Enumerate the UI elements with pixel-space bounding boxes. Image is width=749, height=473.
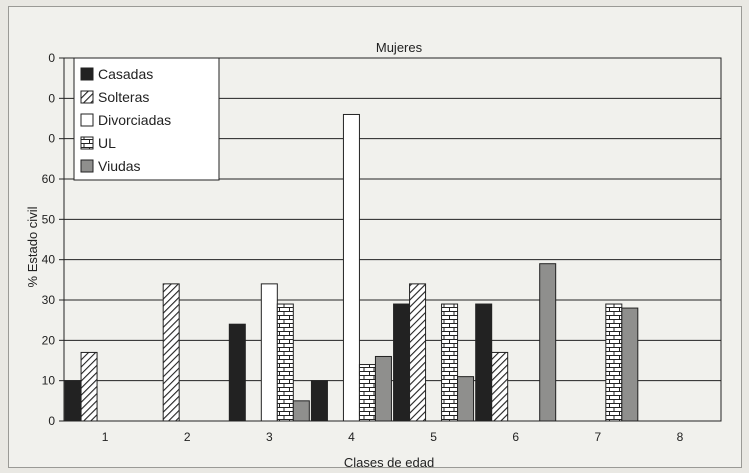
- bar-ul-4: [358, 364, 376, 422]
- y-tick-label: 20: [42, 333, 56, 347]
- y-axis-title: % Estado civil: [25, 206, 40, 287]
- legend-swatch: [80, 90, 94, 104]
- legend-label: Casadas: [98, 66, 153, 82]
- bar-solteras-5: [409, 283, 427, 422]
- bar-casadas-4: [310, 380, 328, 422]
- bar-solteras-1: [80, 351, 98, 422]
- x-tick-label: 6: [512, 430, 519, 444]
- y-tick-label: 0: [48, 51, 55, 65]
- bar-divorciadas-3: [260, 283, 278, 422]
- chart-svg: Mujeres 0 10 20 30 40 50 60 0 0 0 1 2 3 4 5 6 7 8 Clases…: [25, 40, 722, 469]
- bar-casadas-3: [228, 323, 246, 422]
- y-tick-label: 10: [42, 374, 56, 388]
- y-tick-label: 30: [42, 293, 56, 307]
- x-tick-label: 3: [266, 430, 273, 444]
- legend-label: Viudas: [98, 158, 141, 174]
- y-tick-label: 0: [48, 414, 55, 428]
- x-axis-title: Clases de edad: [344, 455, 434, 469]
- bar-ul-5: [441, 303, 459, 422]
- x-tick-label: 8: [677, 430, 684, 444]
- bar-ul-3: [276, 303, 294, 422]
- legend-box: [73, 57, 220, 181]
- x-tick-label: 4: [348, 430, 355, 444]
- y-tick-label: 50: [42, 212, 56, 226]
- x-axis-ticks: 1 2 3 4 5 6 7 8: [102, 430, 684, 444]
- bar-ul-7: [605, 303, 623, 422]
- y-tick-label: 40: [42, 253, 56, 267]
- bar-viudas-5: [457, 376, 475, 422]
- y-tick-label: 0: [48, 132, 55, 146]
- x-tick-label: 1: [102, 430, 109, 444]
- legend-swatch: [80, 136, 94, 150]
- legend-swatch: [80, 159, 94, 173]
- legend-label: Divorciadas: [98, 112, 171, 128]
- legend-swatch: [80, 113, 94, 127]
- bar-viudas-7: [621, 307, 639, 422]
- y-tick-label: 0: [48, 91, 55, 105]
- bar-viudas-6: [539, 263, 557, 422]
- x-tick-label: 5: [430, 430, 437, 444]
- bar-viudas-4: [374, 355, 392, 422]
- bar-casadas-6: [475, 303, 493, 422]
- plot-area: [63, 57, 722, 422]
- bar-solteras-2: [162, 283, 180, 422]
- bar-viudas-3: [292, 400, 310, 422]
- y-tick-label: 60: [42, 172, 56, 186]
- bar-casadas-5: [393, 303, 411, 422]
- legend-label: Solteras: [98, 89, 149, 105]
- x-tick-label: 2: [184, 430, 191, 444]
- bar-casadas-1: [64, 380, 82, 422]
- legend: Casadas Solteras Divorciadas UL Viudas: [73, 57, 220, 181]
- legend-swatch: [80, 67, 94, 81]
- legend-label: UL: [98, 135, 116, 151]
- bar-divorciadas-4: [342, 113, 360, 422]
- chart-title: Mujeres: [376, 40, 423, 55]
- bar-solteras-6: [491, 351, 509, 422]
- y-axis-ticks: 0 10 20 30 40 50 60 0 0 0: [42, 51, 64, 428]
- chart-frame: Mujeres 0 10 20 30 40 50 60 0 0 0 1 2 3 4 5 6 7 8 Clases…: [8, 6, 742, 469]
- x-tick-label: 7: [594, 430, 601, 444]
